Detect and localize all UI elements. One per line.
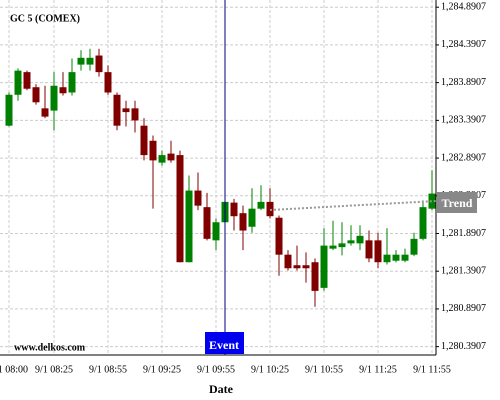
candle-body <box>185 190 193 263</box>
candle-body <box>401 254 409 261</box>
candle-body <box>239 213 247 231</box>
candle-body <box>293 265 301 269</box>
x-tick-label: 9/1 08:55 <box>89 364 127 375</box>
candle-body <box>320 245 328 288</box>
candle-body <box>41 108 49 117</box>
candle-body <box>284 254 292 269</box>
y-tick-label: 1,281.8907 <box>441 228 486 239</box>
candle-body <box>383 254 391 263</box>
candle-body <box>275 217 283 255</box>
x-tick-label: 9/1 10:55 <box>305 364 343 375</box>
candle-body <box>86 57 94 65</box>
candle-body <box>203 207 211 239</box>
candle-body <box>14 70 22 95</box>
candle-body <box>23 72 31 89</box>
candle-body <box>311 262 319 291</box>
candle-body <box>347 240 355 244</box>
event-box <box>205 332 244 354</box>
candle-body <box>374 240 382 263</box>
candle-body <box>50 85 58 111</box>
x-tick-label: 9/1 11:55 <box>413 364 451 375</box>
x-axis-title: Date <box>209 382 234 396</box>
y-tick-label: 1,284.8907 <box>441 2 486 13</box>
y-tick-label: 1,283.3907 <box>441 115 486 126</box>
candle-body <box>158 155 166 163</box>
candle-body <box>32 87 40 103</box>
x-tick-label: 9/1 08:00 <box>0 364 28 375</box>
candle-body <box>356 235 364 244</box>
candle-body <box>176 155 184 263</box>
candle-body <box>149 140 157 161</box>
candle-body <box>212 222 220 241</box>
y-tick-label: 1,281.3907 <box>441 266 486 277</box>
watermark: www.delkos.com <box>14 342 86 353</box>
x-tick-label: 9/1 09:55 <box>197 364 235 375</box>
y-tick-label: 1,280.8907 <box>441 303 486 314</box>
y-tick-label: 1,280.3907 <box>441 341 486 352</box>
candle-body <box>365 240 373 259</box>
event-label: Event <box>209 338 239 352</box>
candle-body <box>104 72 112 93</box>
candle-body <box>122 108 130 113</box>
candle-body <box>428 193 436 209</box>
candle-body <box>95 55 103 73</box>
trend-line <box>269 200 437 211</box>
y-tick-label: 1,283.8907 <box>441 77 486 88</box>
x-tick-label: 9/1 11:25 <box>359 364 397 375</box>
trend-box <box>437 192 477 213</box>
candles <box>5 48 436 307</box>
x-tick-label: 9/1 08:25 <box>35 364 73 375</box>
candle-body <box>338 243 346 248</box>
trend-label: Trend <box>442 196 473 210</box>
candle-body <box>68 72 76 93</box>
candle-body <box>392 254 400 261</box>
candle-body <box>113 94 121 126</box>
x-tick-label: 9/1 09:25 <box>143 364 181 375</box>
axis-labels: 1,280.3907 1,280.8907 1,281.3907 1,281.8907… <box>0 2 486 376</box>
candle-body <box>77 57 85 65</box>
candle-body <box>419 207 427 239</box>
candle-body <box>131 108 139 121</box>
candle-body <box>5 94 13 126</box>
candle-body <box>257 201 265 209</box>
candle-body <box>248 208 256 227</box>
candle-body <box>230 202 238 217</box>
candle-body <box>167 153 175 161</box>
x-tick-label: 9/1 10:25 <box>251 364 289 375</box>
candle-body <box>302 265 310 269</box>
candle-body <box>410 238 418 255</box>
candle-body <box>194 190 202 206</box>
y-tick-label: 1,284.3907 <box>441 39 486 50</box>
y-tick-label: 1,282.8907 <box>441 152 486 163</box>
candle-body <box>329 245 337 249</box>
chart-title: GC 5 (COMEX) <box>10 13 80 24</box>
candle-body <box>140 125 148 156</box>
grid <box>0 0 436 355</box>
candle-body <box>59 87 67 94</box>
